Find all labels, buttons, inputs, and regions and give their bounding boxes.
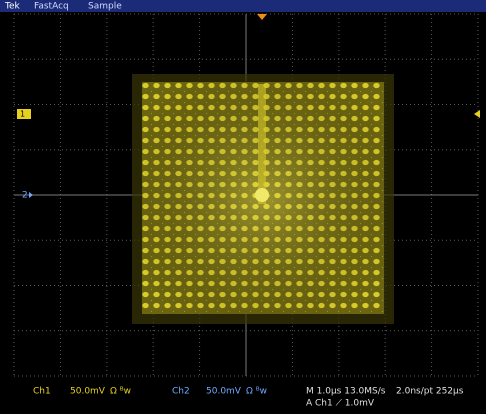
ch1-coupling: Ω ᴮw: [110, 387, 131, 397]
mode: FastAcq: [34, 2, 69, 12]
trigger-level: [474, 110, 480, 118]
timebase: M 1.0µs 13.0MS/s: [306, 387, 386, 397]
ch2-coupling: Ω ᴮw: [246, 387, 267, 397]
ch1-label: Ch1: [33, 387, 51, 397]
waveform-core: [258, 84, 266, 204]
ch2-marker: [29, 192, 33, 198]
acquisition: Sample: [88, 2, 122, 12]
brand: Tek: [4, 2, 21, 12]
record: 2.0ns/pt 252µs: [396, 387, 464, 397]
ch2-scale: 50.0mV: [206, 387, 242, 397]
trigger: A Ch1 ⟋ 1.0mV: [306, 399, 375, 409]
ch2-marker-label: 2: [22, 191, 28, 201]
ch2-label: Ch2: [172, 387, 190, 397]
waveform-center: [255, 188, 269, 202]
top-bar: [0, 0, 486, 12]
trigger-position: [257, 14, 267, 20]
ch1-marker: [17, 109, 31, 119]
ch1-scale: 50.0mV: [70, 387, 106, 397]
ch1-marker-label: 1: [20, 110, 25, 119]
